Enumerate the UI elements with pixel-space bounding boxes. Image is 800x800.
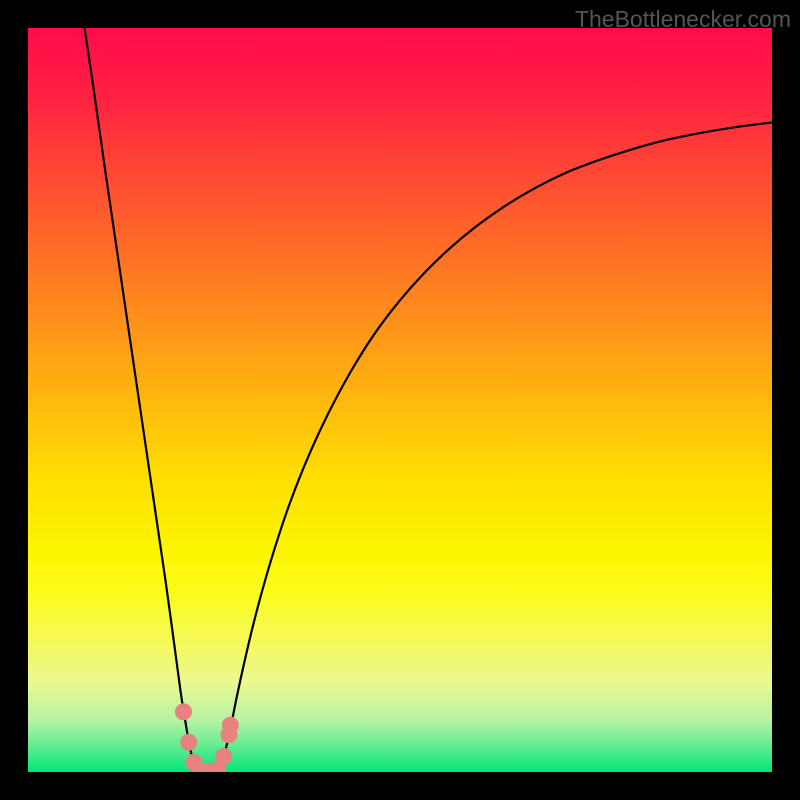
data-marker — [222, 717, 238, 733]
plot-area — [28, 28, 772, 772]
data-marker — [175, 704, 191, 720]
data-marker — [216, 748, 232, 764]
chart-svg — [28, 28, 772, 772]
watermark-text: TheBottlenecker.com — [575, 6, 791, 33]
data-marker — [181, 734, 197, 750]
bottleneck-curve — [85, 28, 772, 772]
chart-frame — [28, 28, 772, 772]
